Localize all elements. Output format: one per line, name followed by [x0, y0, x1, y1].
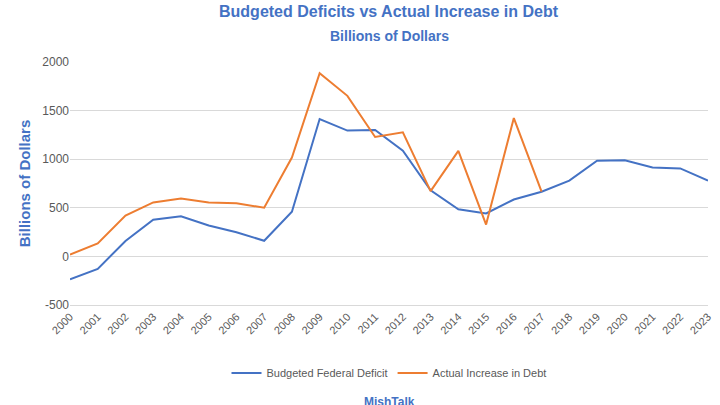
svg-text:Billions of Dollars: Billions of Dollars [330, 28, 449, 44]
svg-text:500: 500 [49, 201, 69, 215]
svg-text:2005: 2005 [188, 311, 214, 337]
svg-text:2003: 2003 [133, 311, 159, 337]
svg-text:-500: -500 [45, 298, 69, 312]
svg-text:2010: 2010 [327, 311, 353, 337]
svg-text:2017: 2017 [521, 311, 547, 337]
svg-text:2013: 2013 [410, 311, 436, 337]
svg-text:2007: 2007 [244, 311, 270, 337]
svg-text:2023: 2023 [688, 311, 714, 337]
svg-text:2022: 2022 [660, 311, 686, 337]
svg-text:1500: 1500 [42, 104, 69, 118]
svg-text:2018: 2018 [549, 311, 575, 337]
svg-text:2000: 2000 [50, 311, 76, 337]
svg-text:2001: 2001 [77, 311, 103, 337]
svg-text:2019: 2019 [577, 311, 603, 337]
svg-text:2011: 2011 [355, 311, 380, 336]
svg-text:0: 0 [62, 250, 69, 264]
svg-text:Budgeted Federal Deficit: Budgeted Federal Deficit [267, 367, 388, 379]
svg-text:2021: 2021 [632, 311, 658, 337]
svg-text:2020: 2020 [604, 311, 630, 337]
svg-text:2014: 2014 [438, 311, 464, 337]
svg-text:2004: 2004 [160, 311, 186, 337]
svg-text:1000: 1000 [42, 152, 69, 166]
svg-text:2006: 2006 [216, 311, 242, 337]
svg-text:2009: 2009 [299, 311, 325, 337]
svg-text:2008: 2008 [271, 311, 297, 337]
svg-text:2002: 2002 [105, 311, 131, 337]
svg-text:Billions of Dollars: Billions of Dollars [16, 120, 33, 248]
svg-text:2016: 2016 [493, 311, 519, 337]
svg-text:2000: 2000 [42, 55, 69, 69]
svg-text:Actual Increase in Debt: Actual Increase in Debt [433, 367, 547, 379]
svg-text:Budgeted Deficits vs Actual In: Budgeted Deficits vs Actual Increase in … [219, 3, 559, 20]
svg-text:2015: 2015 [466, 311, 492, 337]
svg-text:2012: 2012 [382, 311, 408, 337]
svg-text:MishTalk: MishTalk [364, 395, 415, 405]
